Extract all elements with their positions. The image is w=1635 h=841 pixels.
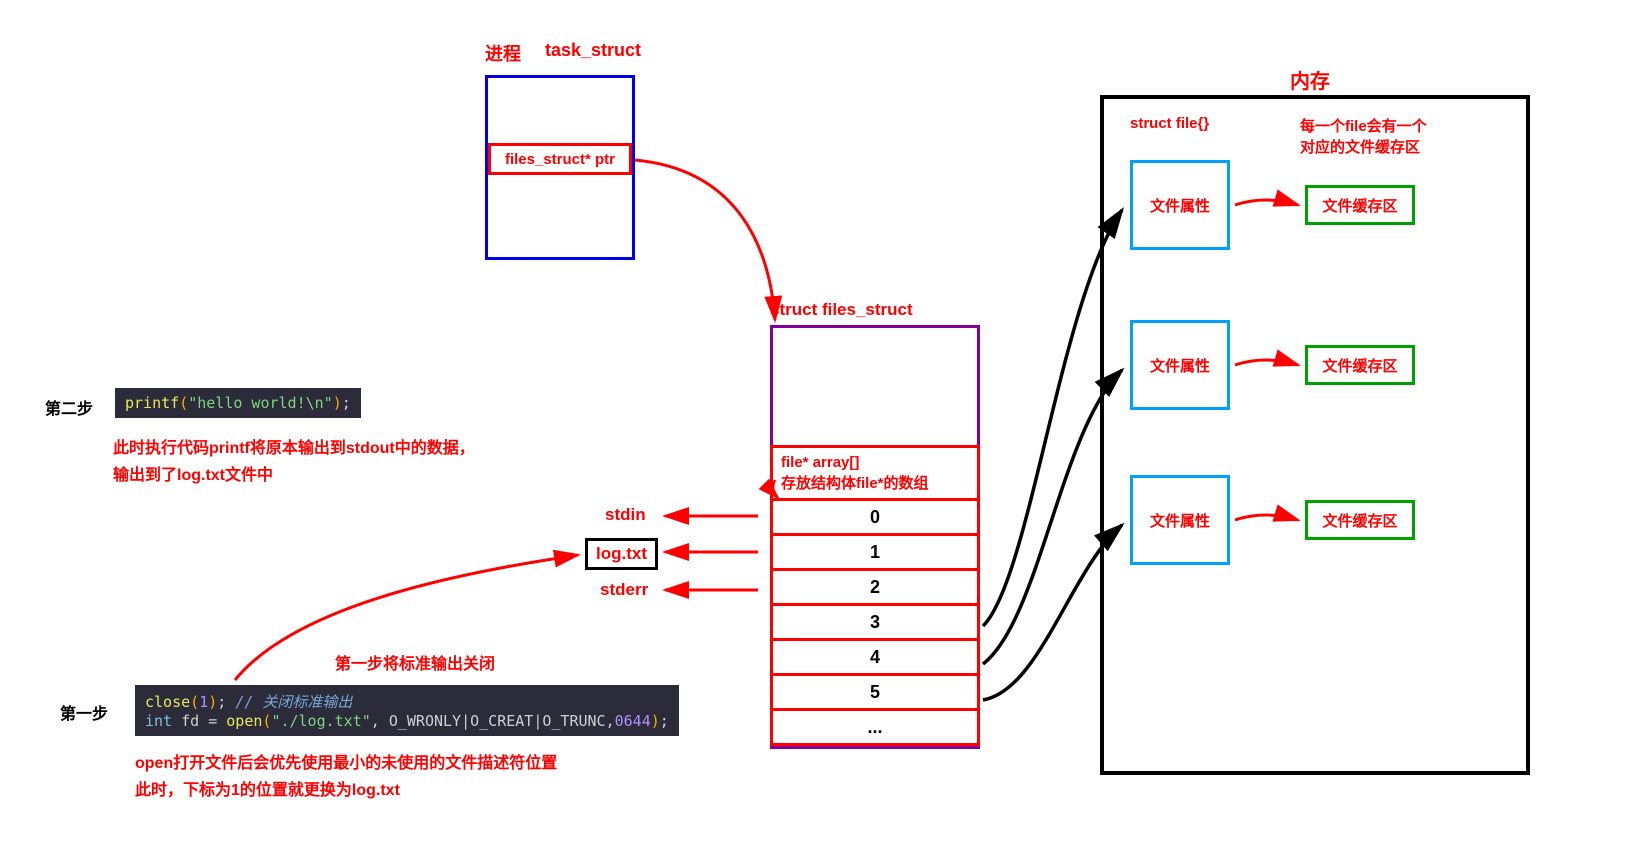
task-struct-title-en: task_struct: [545, 40, 641, 61]
c2-flags: O_WRONLY|O_CREAT|O_TRUNC,: [380, 712, 615, 730]
files-header-line2: 存放结构体file*的数组: [781, 475, 929, 492]
c2-type: int: [145, 712, 172, 730]
step2-note-1: 此时执行代码printf将原本输出到stdout中的数据，: [113, 440, 475, 457]
array-row-6: ...: [770, 708, 980, 746]
fd-stdin-label: stdin: [605, 505, 646, 525]
file-attr-box-2: 文件属性: [1130, 475, 1230, 565]
c2-str: "./log.txt": [271, 712, 370, 730]
memory-title: 内存: [1290, 65, 1330, 94]
c2-var: fd =: [172, 712, 226, 730]
memory-note: 每一个file会有一个 对应的文件缓存区: [1300, 115, 1427, 157]
step1-note-below-2: 此时，下标为1的位置就更换为log.txt: [135, 782, 400, 799]
code-str: "hello world!\n": [188, 394, 333, 412]
array-row-0: 0: [770, 498, 980, 536]
step1-code: close(1); // 关闭标准输出 int fd = open("./log…: [135, 685, 679, 736]
memory-note-line1: 每一个file会有一个: [1300, 118, 1427, 135]
file-cache-box-0: 文件缓存区: [1305, 185, 1415, 225]
task-struct-title-cn: 进程: [485, 40, 521, 66]
files-header-line1: file* array[]: [781, 454, 859, 471]
files-ptr-row: files_struct* ptr: [488, 143, 632, 175]
code-func: printf: [125, 394, 179, 412]
c1-arg: 1: [199, 693, 208, 711]
arrow-ptr-to-files: [635, 160, 775, 320]
c2-func: open: [226, 712, 262, 730]
files-struct-title: struct files_struct: [770, 300, 913, 320]
array-row-2: 2: [770, 568, 980, 606]
file-cache-box-2: 文件缓存区: [1305, 500, 1415, 540]
step2-label: 第二步: [45, 395, 93, 419]
files-struct-box: file* array[] 存放结构体file*的数组 012345...: [770, 325, 980, 749]
c1-func: close: [145, 693, 190, 711]
file-attr-box-0: 文件属性: [1130, 160, 1230, 250]
step1-label: 第一步: [60, 700, 108, 724]
step2-note: 此时执行代码printf将原本输出到stdout中的数据， 输出到了log.tx…: [113, 435, 475, 489]
struct-file-label: struct file{}: [1130, 115, 1209, 132]
c2-mode: 0644: [615, 712, 651, 730]
step2-code: printf("hello world!\n");: [115, 388, 361, 418]
files-array-rows: 012345...: [773, 498, 977, 746]
file-cache-box-1: 文件缓存区: [1305, 345, 1415, 385]
file-attr-box-1: 文件属性: [1130, 320, 1230, 410]
files-array-header: file* array[] 存放结构体file*的数组: [770, 445, 980, 501]
step1-note-below-1: open打开文件后会优先使用最小的未使用的文件描述符位置: [135, 755, 557, 772]
array-row-3: 3: [770, 603, 980, 641]
step1-note-below: open打开文件后会优先使用最小的未使用的文件描述符位置 此时，下标为1的位置就…: [135, 750, 557, 804]
c1-comment: 关闭标准输出: [262, 693, 352, 711]
array-row-5: 5: [770, 673, 980, 711]
step2-note-2: 输出到了log.txt文件中: [113, 467, 273, 484]
fd-stderr-label: stderr: [600, 580, 648, 600]
memory-note-line2: 对应的文件缓存区: [1300, 139, 1420, 156]
task-struct-box: files_struct* ptr: [485, 75, 635, 260]
array-row-4: 4: [770, 638, 980, 676]
array-row-1: 1: [770, 533, 980, 571]
files-struct-top-gap: [773, 328, 977, 448]
fd-log-box: log.txt: [585, 538, 658, 570]
step1-note-above: 第一步将标准输出关闭: [335, 650, 495, 674]
